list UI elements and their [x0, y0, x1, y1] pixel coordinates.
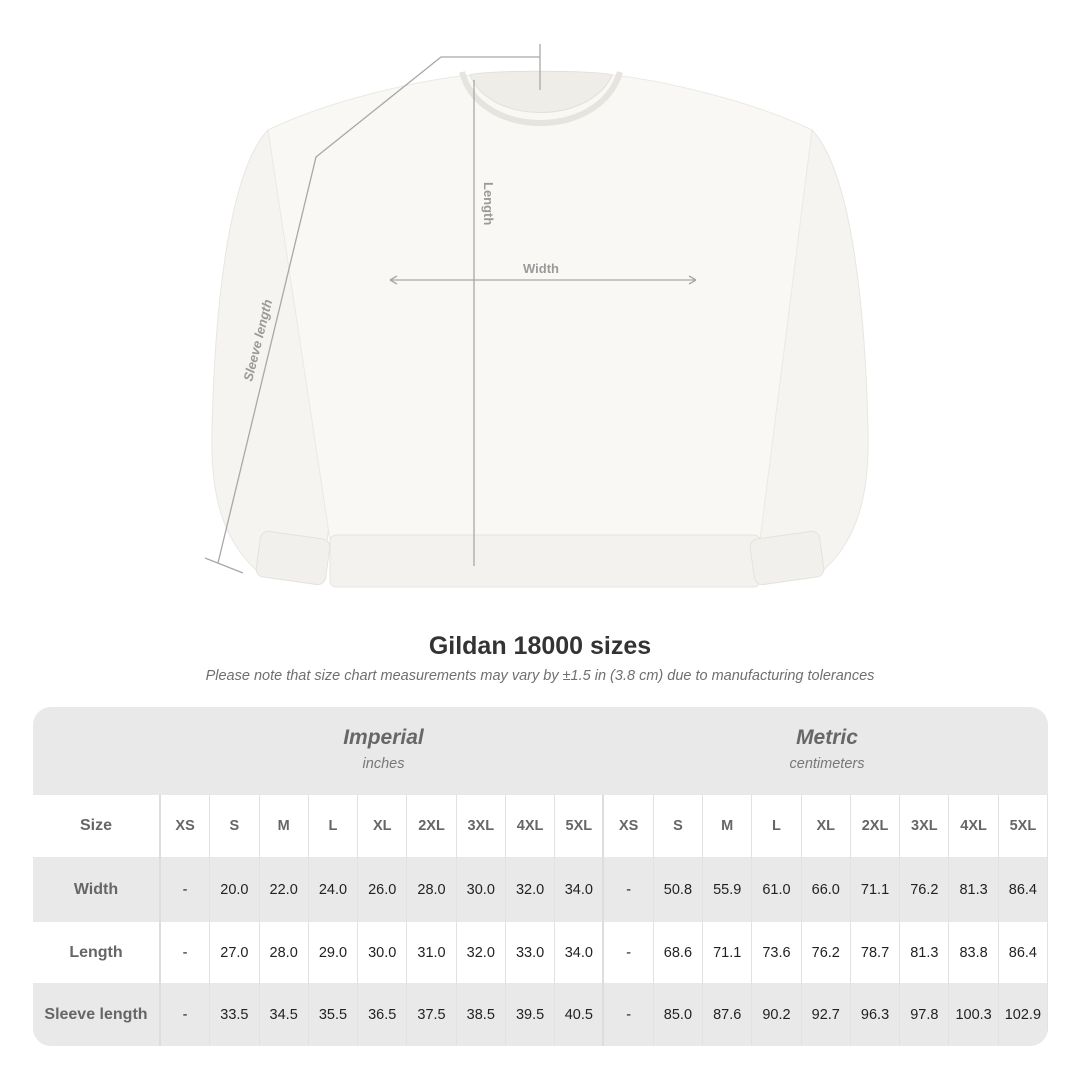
metric-value-cell: 76.2 — [802, 922, 851, 983]
imperial-value-cell: 32.0 — [457, 922, 506, 983]
size-chart-table: Imperial inches Metric centimeters Size X… — [33, 707, 1048, 1046]
metric-size-header: 5XL — [999, 795, 1048, 857]
metric-value-cell: - — [604, 983, 654, 1046]
table-row: Length -27.0 28.0 29.0 30.0 31.0 32.0 33.0 34.0-… — [33, 922, 1048, 983]
metric-value-cell: 81.3 — [949, 857, 999, 922]
imperial-size-header: S — [210, 795, 260, 857]
metric-size-header: XL — [802, 795, 851, 857]
metric-value-cell: - — [604, 857, 654, 922]
imperial-value-cell: 35.5 — [309, 983, 359, 1046]
imperial-value-cell: 34.5 — [260, 983, 309, 1046]
imperial-value-cell: 24.0 — [309, 857, 359, 922]
imperial-value-cell: 28.0 — [260, 922, 309, 983]
metric-size-header: S — [654, 795, 704, 857]
metric-value-cell: 81.3 — [900, 922, 950, 983]
metric-value-cell: 61.0 — [752, 857, 802, 922]
row-label: Length — [33, 922, 161, 983]
imperial-size-header: XL — [358, 795, 408, 857]
imperial-value-cell: 22.0 — [260, 857, 309, 922]
metric-value-cell: 73.6 — [752, 922, 802, 983]
metric-size-header: L — [752, 795, 802, 857]
sweatshirt-diagram: Length Width Sleeve length — [204, 44, 869, 588]
imperial-value-cell: 34.0 — [555, 857, 605, 922]
sleeve-line — [217, 44, 541, 564]
metric-size-header: M — [703, 795, 753, 857]
imperial-value-cell: - — [161, 922, 211, 983]
sweatshirt-image — [211, 70, 869, 588]
imperial-value-cell: 20.0 — [210, 857, 260, 922]
metric-value-cell: - — [604, 922, 654, 983]
size-header-row: Size XS S M L XL 2XL 3XL 4XL 5XL XS S M L XL 2XL 3XL 4XL 5… — [33, 795, 1048, 857]
metric-value-cell: 83.8 — [949, 922, 999, 983]
imperial-value-cell: 33.5 — [210, 983, 260, 1046]
metric-value-cell: 87.6 — [703, 983, 753, 1046]
imperial-unit: inches — [362, 756, 405, 772]
imperial-value-cell: 38.5 — [457, 983, 506, 1046]
row-label: Sleeve length — [33, 983, 161, 1046]
metric-value-cell: 76.2 — [900, 857, 950, 922]
table-row: Sleeve length -33.5 34.5 35.5 36.5 37.5 38.5 39… — [33, 983, 1048, 1046]
metric-value-cell: 92.7 — [802, 983, 851, 1046]
metric-header: Metric centimeters — [606, 707, 1048, 795]
imperial-header: Imperial inches — [161, 707, 606, 795]
metric-value-cell: 50.8 — [654, 857, 704, 922]
size-label: Size — [33, 795, 161, 857]
metric-value-cell: 85.0 — [654, 983, 704, 1046]
imperial-value-cell: 29.0 — [309, 922, 359, 983]
row-label: Width — [33, 857, 161, 922]
imperial-value-cell: 30.0 — [457, 857, 506, 922]
imperial-size-header: 4XL — [506, 795, 556, 857]
metric-value-cell: 66.0 — [802, 857, 851, 922]
imperial-value-cell: 31.0 — [407, 922, 457, 983]
imperial-value-cell: 28.0 — [407, 857, 457, 922]
measurement-lines — [204, 44, 697, 574]
metric-size-header: 2XL — [851, 795, 901, 857]
imperial-value-cell: 39.5 — [506, 983, 556, 1046]
imperial-value-cell: 27.0 — [210, 922, 260, 983]
metric-value-cell: 97.8 — [900, 983, 950, 1046]
imperial-value-cell: 36.5 — [358, 983, 408, 1046]
table-row: Width -20.0 22.0 24.0 26.0 28.0 30.0 32.0 34.0-5… — [33, 857, 1048, 922]
imperial-size-header: M — [260, 795, 309, 857]
imperial-size-header: 5XL — [555, 795, 605, 857]
metric-value-cell: 90.2 — [752, 983, 802, 1046]
imperial-value-cell: 32.0 — [506, 857, 556, 922]
metric-title: Metric — [796, 726, 858, 749]
metric-value-cell: 71.1 — [851, 857, 901, 922]
imperial-size-header: XS — [161, 795, 211, 857]
imperial-size-header: L — [309, 795, 359, 857]
width-label: Width — [523, 261, 559, 276]
imperial-value-cell: 40.5 — [555, 983, 605, 1046]
metric-value-cell: 96.3 — [851, 983, 901, 1046]
tolerance-note: Please note that size chart measurements… — [205, 668, 875, 684]
metric-value-cell: 86.4 — [999, 922, 1048, 983]
metric-value-cell: 71.1 — [703, 922, 753, 983]
imperial-value-cell: - — [161, 983, 211, 1046]
imperial-title: Imperial — [343, 726, 424, 749]
metric-value-cell: 102.9 — [999, 983, 1048, 1046]
imperial-value-cell: 37.5 — [407, 983, 457, 1046]
imperial-value-cell: - — [161, 857, 211, 922]
metric-unit: centimeters — [789, 756, 865, 772]
length-label: Length — [481, 182, 496, 225]
page-title: Gildan 18000 sizes — [428, 632, 652, 660]
metric-size-header: XS — [604, 795, 654, 857]
metric-size-header: 4XL — [949, 795, 999, 857]
metric-size-header: 3XL — [900, 795, 950, 857]
imperial-value-cell: 33.0 — [506, 922, 556, 983]
imperial-size-header: 2XL — [407, 795, 457, 857]
metric-value-cell: 55.9 — [703, 857, 753, 922]
metric-value-cell: 78.7 — [851, 922, 901, 983]
imperial-value-cell: 30.0 — [358, 922, 408, 983]
metric-value-cell: 68.6 — [654, 922, 704, 983]
imperial-value-cell: 26.0 — [358, 857, 408, 922]
imperial-size-header: 3XL — [457, 795, 506, 857]
metric-value-cell: 86.4 — [999, 857, 1048, 922]
metric-value-cell: 100.3 — [949, 983, 999, 1046]
imperial-value-cell: 34.0 — [555, 922, 605, 983]
